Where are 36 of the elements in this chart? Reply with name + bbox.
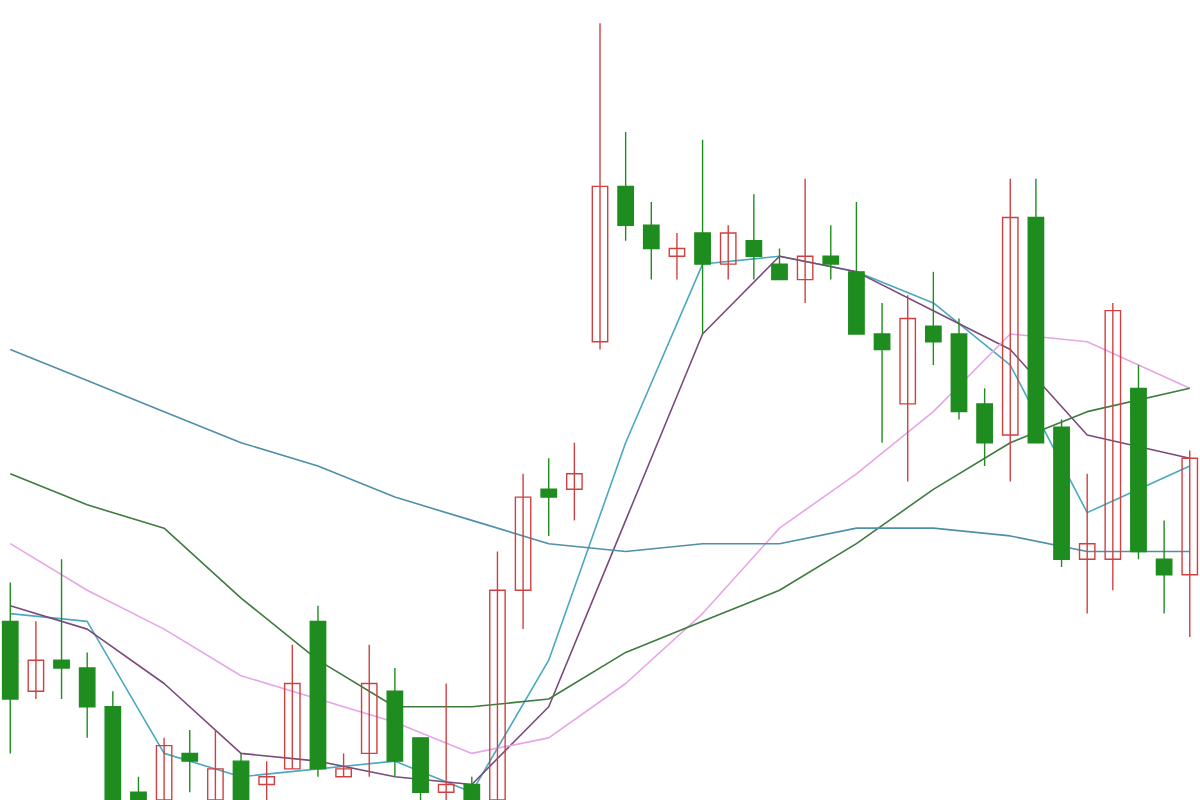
candlestick: [130, 775, 147, 800]
candlestick: [335, 752, 352, 778]
candlestick: [437, 682, 455, 800]
candlestick: [1104, 301, 1122, 591]
candlestick: [565, 441, 583, 521]
candlestick: [514, 472, 532, 630]
candlestick: [796, 177, 814, 304]
candlestick: [719, 224, 737, 280]
candlestick: [181, 729, 199, 793]
candlestick: [258, 760, 276, 800]
candlestick: [617, 130, 635, 242]
candlestick: [232, 752, 250, 800]
candlestick: [668, 231, 686, 280]
candlestick: [53, 558, 70, 700]
candlestick: [27, 620, 45, 700]
candlestick: [360, 643, 378, 778]
candlestick: [591, 22, 609, 350]
candlestick: [899, 294, 917, 482]
candlestick: [976, 387, 994, 467]
candlestick: [540, 457, 558, 537]
candlestick: [924, 270, 942, 366]
candlestick: [1078, 472, 1096, 614]
candlestick: [1181, 449, 1199, 638]
candlestick: [822, 224, 840, 280]
candlestick: [694, 138, 711, 335]
candlestick: [1155, 519, 1173, 614]
candlestick: [155, 736, 173, 800]
candlestick: [207, 729, 224, 800]
candlestick: [642, 200, 660, 280]
candlestick: [78, 651, 96, 739]
candlestick: [771, 247, 788, 280]
candlestick: [489, 550, 506, 800]
candlestick: [873, 301, 891, 444]
candlestick: [1001, 177, 1019, 482]
candlestick: [283, 643, 301, 770]
candlestick: [745, 193, 763, 280]
